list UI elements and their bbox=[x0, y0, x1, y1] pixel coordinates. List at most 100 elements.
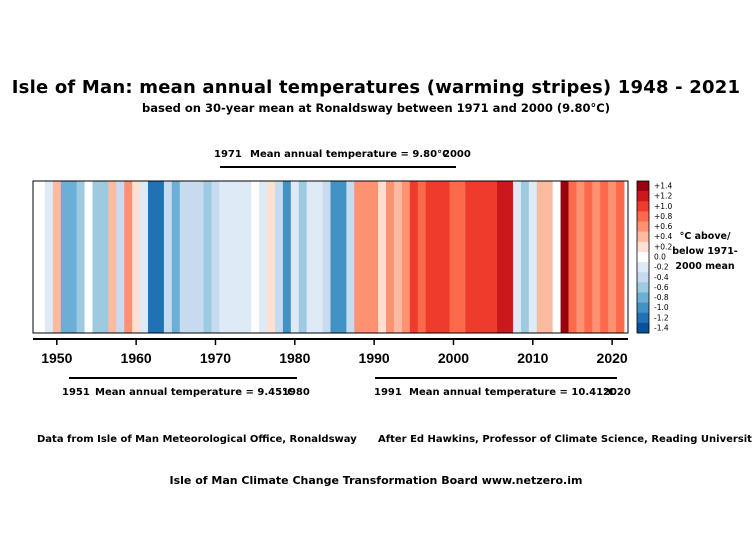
stripe-2003 bbox=[473, 181, 482, 333]
legend-tick-label: -1.2 bbox=[654, 313, 669, 322]
stripe-1958 bbox=[116, 181, 125, 333]
period-line bbox=[69, 377, 297, 379]
legend-tick-label: -0.8 bbox=[654, 293, 669, 302]
legend-frame bbox=[636, 180, 650, 334]
legend-tick-label: +0.6 bbox=[654, 222, 672, 231]
plot-frame bbox=[32, 180, 629, 334]
stripe-1998 bbox=[433, 181, 442, 333]
legend-swatch-2 bbox=[637, 201, 649, 212]
x-tick-label-1990: 1990 bbox=[359, 350, 390, 366]
stripe-2010 bbox=[528, 181, 538, 333]
stripe-2000 bbox=[449, 181, 458, 333]
chart-title: Isle of Man: mean annual temperatures (w… bbox=[11, 77, 741, 98]
stripe-2017 bbox=[584, 181, 593, 333]
stripe-1977 bbox=[267, 181, 276, 333]
x-tick-label-1970: 1970 bbox=[200, 350, 231, 366]
stripe-2020 bbox=[608, 181, 617, 333]
stripe-1989 bbox=[362, 181, 371, 333]
legend-tick-label: +0.4 bbox=[654, 232, 672, 241]
stripe-1973 bbox=[235, 181, 244, 333]
stripe-1950 bbox=[52, 181, 62, 333]
legend-tick-label: +1.0 bbox=[654, 202, 672, 211]
stripe-2014 bbox=[560, 181, 569, 333]
stripe-1987 bbox=[346, 181, 355, 333]
stripe-1986 bbox=[338, 181, 347, 333]
data-source-note: Data from Isle of Man Meteorological Off… bbox=[37, 434, 357, 445]
stripe-1993 bbox=[393, 181, 403, 333]
stripe-2008 bbox=[512, 181, 522, 333]
legend-tick-label: -1.0 bbox=[654, 303, 669, 312]
period-mean-label: Mean annual temperature = 9.80°C bbox=[250, 149, 450, 160]
stripe-1972 bbox=[227, 181, 236, 333]
stripe-1955 bbox=[92, 181, 101, 333]
legend-swatch-13 bbox=[637, 312, 649, 324]
stripe-1949 bbox=[44, 181, 54, 333]
legend-swatch-7 bbox=[637, 251, 649, 263]
stripe-1970 bbox=[211, 181, 220, 333]
period-mean-label: Mean annual temperature = 10.41°C bbox=[409, 387, 616, 398]
legend-swatch-11 bbox=[637, 292, 649, 303]
stripe-1954 bbox=[84, 181, 93, 333]
period-end-year: 2000 bbox=[443, 149, 471, 160]
stripe-2006 bbox=[497, 181, 506, 333]
stripe-1981 bbox=[298, 181, 308, 333]
legend-tick-label: +1.4 bbox=[654, 182, 672, 191]
stripe-1974 bbox=[243, 181, 252, 333]
stripe-2002 bbox=[465, 181, 474, 333]
stripe-1994 bbox=[401, 181, 411, 333]
stripe-2021 bbox=[616, 181, 625, 333]
x-tick-label-2020: 2020 bbox=[597, 350, 628, 366]
stripe-1951 bbox=[60, 181, 70, 333]
legend-swatch-10 bbox=[637, 282, 649, 293]
period-end-year: 2020 bbox=[603, 387, 631, 398]
legend-swatch-6 bbox=[637, 241, 649, 253]
stripe-1966 bbox=[179, 181, 189, 333]
legend-tick-label: -1.4 bbox=[654, 323, 669, 332]
stripe-2005 bbox=[489, 181, 498, 333]
stripe-1953 bbox=[76, 181, 85, 333]
stripe-1996 bbox=[417, 181, 427, 333]
chart-subtitle: based on 30-year mean at Ronaldsway betw… bbox=[142, 101, 610, 115]
stripe-1975 bbox=[251, 181, 260, 333]
stripe-1984 bbox=[322, 181, 331, 333]
stripe-1967 bbox=[187, 181, 197, 333]
period-line bbox=[220, 166, 456, 168]
period-start-year: 1951 bbox=[62, 387, 90, 398]
legend-swatch-5 bbox=[637, 231, 649, 243]
stripe-1968 bbox=[195, 181, 204, 333]
x-tick-label-2010: 2010 bbox=[517, 350, 548, 366]
stripe-1962 bbox=[148, 181, 157, 333]
stripe-1948 bbox=[36, 181, 46, 333]
stripe-2011 bbox=[536, 181, 546, 333]
stripe-2007 bbox=[505, 181, 514, 333]
stripe-1997 bbox=[425, 181, 435, 333]
legend-swatch-14 bbox=[637, 322, 649, 334]
stripe-2016 bbox=[576, 181, 585, 333]
stripe-2012 bbox=[544, 181, 554, 333]
legend-tick-label: -0.2 bbox=[654, 263, 669, 272]
stripe-2001 bbox=[457, 181, 466, 333]
legend-swatch-3 bbox=[637, 211, 649, 222]
stripe-1983 bbox=[314, 181, 323, 333]
stripe-1978 bbox=[274, 181, 284, 333]
period-line bbox=[375, 377, 617, 379]
stripe-1959 bbox=[124, 181, 133, 333]
stripe-1960 bbox=[132, 181, 141, 333]
legend-swatch-0 bbox=[637, 181, 649, 192]
stripe-1985 bbox=[330, 181, 339, 333]
x-tick-label-1950: 1950 bbox=[41, 350, 72, 366]
stripe-2013 bbox=[552, 181, 561, 333]
legend-tick-label: +1.2 bbox=[654, 192, 672, 201]
stripe-1952 bbox=[68, 181, 78, 333]
legend-swatch-12 bbox=[637, 302, 649, 314]
stripe-1990 bbox=[370, 181, 379, 333]
stripe-2004 bbox=[481, 181, 490, 333]
period-start-year: 1991 bbox=[374, 387, 402, 398]
x-tick-label-1980: 1980 bbox=[279, 350, 310, 366]
x-tick-label-2000: 2000 bbox=[438, 350, 469, 366]
legend-tick-label: +0.8 bbox=[654, 212, 672, 221]
stripe-1999 bbox=[441, 181, 450, 333]
stripe-1969 bbox=[203, 181, 212, 333]
